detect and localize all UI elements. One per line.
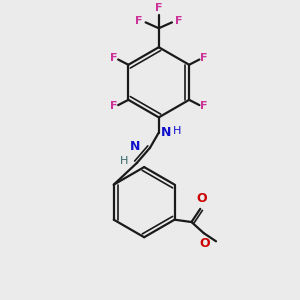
Text: F: F (176, 16, 183, 26)
Text: F: F (110, 101, 117, 111)
Text: F: F (155, 3, 163, 13)
Text: N: N (161, 126, 172, 139)
Text: N: N (130, 140, 141, 153)
Text: H: H (173, 126, 181, 136)
Text: F: F (110, 53, 117, 63)
Text: F: F (200, 101, 208, 111)
Text: F: F (200, 53, 208, 63)
Text: O: O (200, 237, 210, 250)
Text: F: F (135, 16, 142, 26)
Text: H: H (120, 156, 129, 166)
Text: O: O (196, 192, 207, 206)
